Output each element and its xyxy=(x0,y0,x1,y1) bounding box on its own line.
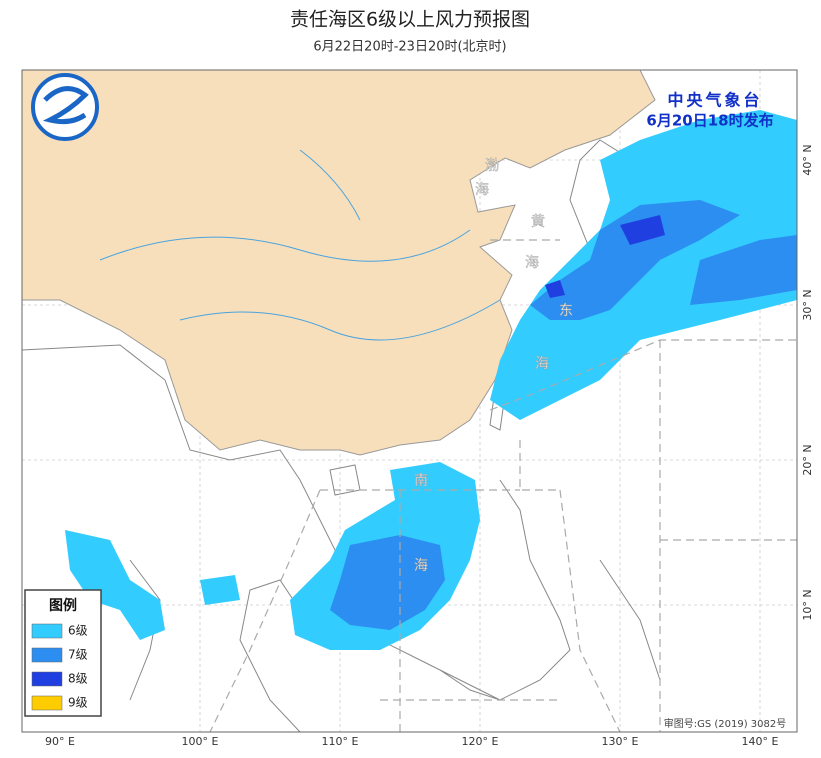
sea-label: 海 xyxy=(535,356,549,372)
longitude-label: 130° E xyxy=(602,735,639,748)
longitude-label: 100° E xyxy=(182,735,219,748)
sea-label: 南 xyxy=(414,473,428,489)
longitude-label: 140° E xyxy=(742,735,779,748)
legend-title: 图例 xyxy=(49,597,77,614)
wind-area xyxy=(620,215,665,245)
subtitle: 6月22日20时-23日20时(北京时) xyxy=(313,40,506,55)
wind-area xyxy=(65,530,165,640)
sea-label: 海 xyxy=(414,558,428,574)
logo xyxy=(31,73,99,141)
longitude-label: 120° E xyxy=(462,735,499,748)
title: 责任海区6级以上风力预报图 xyxy=(290,9,530,31)
wind-area xyxy=(330,535,445,630)
legend-label: 6级 xyxy=(68,624,88,638)
latitude-label: 10° N xyxy=(801,589,814,620)
sea-label: 海 xyxy=(525,255,539,271)
sea-label: 海 xyxy=(475,182,489,198)
issue-time: 6月20日18时发布 xyxy=(646,112,773,130)
latitude-label: 40° N xyxy=(801,144,814,175)
sea-label: 黄 xyxy=(531,213,545,230)
legend-label: 9级 xyxy=(68,696,88,710)
wind-area xyxy=(545,280,565,298)
legend-label: 7级 xyxy=(68,648,88,662)
map-body xyxy=(22,70,797,732)
legend-swatch xyxy=(31,695,63,711)
issuer-name: 中央气象台 xyxy=(667,91,762,110)
wind-area xyxy=(530,200,740,320)
sea-label: 渤 xyxy=(485,158,499,174)
longitude-label: 110° E xyxy=(322,735,359,748)
wind-area xyxy=(690,235,797,305)
legend-label: 8级 xyxy=(68,672,88,686)
longitude-label: 90° E xyxy=(45,735,75,748)
latitude-label: 30° N xyxy=(801,289,814,320)
legend-swatch xyxy=(31,623,63,639)
legend-swatch xyxy=(31,647,63,663)
wind-area xyxy=(200,575,240,605)
legend-swatch xyxy=(31,671,63,687)
latitude-label: 20° N xyxy=(801,444,814,475)
map-number: 审图号:GS (2019) 3082号 xyxy=(664,717,787,730)
sea-label: 东 xyxy=(559,303,573,319)
